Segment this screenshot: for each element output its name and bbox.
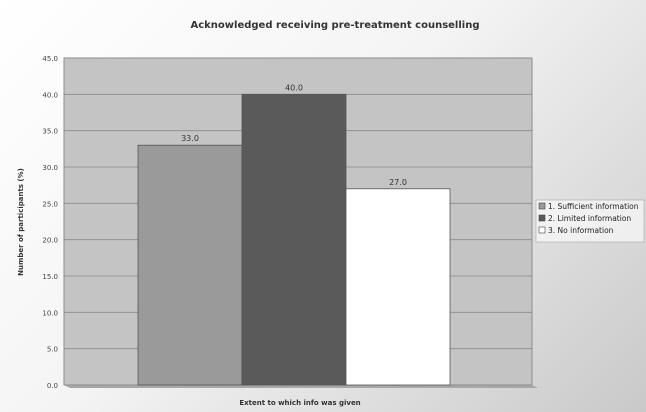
- data-label: 27.0: [389, 178, 407, 187]
- bar: [345, 188, 451, 386]
- legend-swatch: [538, 226, 546, 234]
- data-label: 40.0: [285, 83, 303, 92]
- legend-swatch: [538, 202, 546, 210]
- bar: [241, 93, 347, 386]
- chart-title: Acknowledged receiving pre-treatment cou…: [190, 20, 479, 31]
- legend-box: [535, 199, 645, 243]
- plot-floor: [64, 385, 538, 388]
- y-tick-label: 40.0: [42, 91, 58, 99]
- legend-entry: 1. Sufficient information: [548, 202, 639, 211]
- data-labels: 33.0 40.0 27.0: [181, 83, 407, 186]
- y-tick-label: 0.0: [47, 382, 58, 390]
- y-tick-label: 5.0: [47, 346, 58, 354]
- bar: [137, 144, 243, 386]
- y-tick-label: 45.0: [42, 55, 58, 63]
- x-axis-label: Extent to which info was given: [239, 399, 360, 407]
- y-tick-label: 20.0: [42, 237, 58, 245]
- y-tick-label: 10.0: [42, 309, 58, 317]
- legend: 1. Sufficient information 2. Limited info…: [535, 199, 645, 243]
- legend-entry: 2. Limited information: [548, 214, 631, 223]
- y-axis-ticks: 0.0 5.0 10.0 15.0 20.0 25.0 30.0 35.0 40.0 45.0: [42, 55, 58, 390]
- legend-swatch: [538, 214, 546, 222]
- data-label: 33.0: [181, 134, 199, 143]
- y-tick-label: 15.0: [42, 273, 58, 281]
- y-tick-label: 35.0: [42, 128, 58, 136]
- y-tick-label: 25.0: [42, 200, 58, 208]
- y-tick-label: 30.0: [42, 164, 58, 172]
- bars: [137, 93, 451, 386]
- y-axis-label: Number of participants (%): [17, 168, 25, 276]
- legend-entry: 3. No information: [548, 226, 614, 235]
